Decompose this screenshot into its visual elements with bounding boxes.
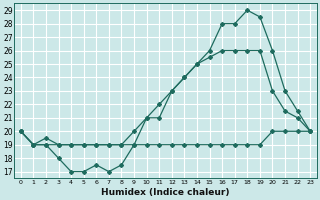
X-axis label: Humidex (Indice chaleur): Humidex (Indice chaleur) <box>101 188 230 197</box>
